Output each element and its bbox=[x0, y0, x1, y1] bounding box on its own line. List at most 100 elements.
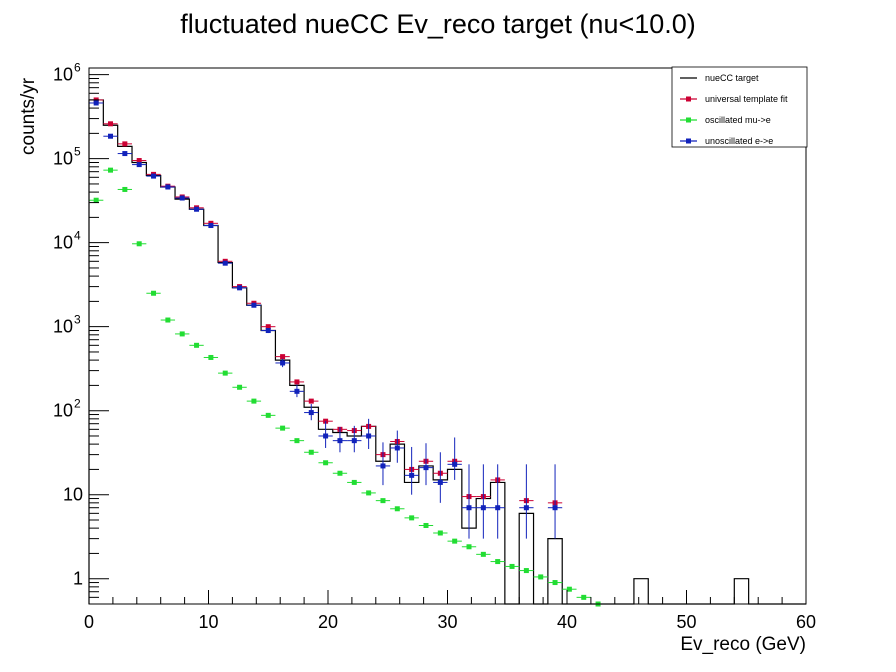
histogram-line-series-0 bbox=[88, 99, 806, 605]
x-tick-label: 50 bbox=[676, 612, 696, 632]
data-point-marker bbox=[251, 302, 257, 308]
data-point-marker bbox=[495, 505, 501, 511]
data-point-marker bbox=[280, 425, 286, 431]
data-point-marker bbox=[151, 173, 157, 179]
data-point-marker bbox=[151, 290, 157, 296]
data-point-marker bbox=[337, 470, 343, 476]
legend-label: unoscillated e->e bbox=[705, 136, 773, 146]
data-point-marker bbox=[480, 551, 486, 557]
y-tick-label: 10 bbox=[53, 317, 73, 337]
data-point-marker bbox=[280, 360, 286, 366]
data-point-marker bbox=[509, 563, 515, 569]
data-point-marker bbox=[208, 354, 214, 360]
data-point-marker bbox=[165, 317, 171, 323]
data-point-marker bbox=[251, 398, 257, 404]
data-point-marker bbox=[523, 505, 529, 511]
data-point-marker bbox=[179, 331, 185, 337]
data-point-marker bbox=[581, 594, 587, 600]
data-point-marker bbox=[351, 438, 357, 444]
data-point-marker bbox=[294, 438, 300, 444]
data-point-marker bbox=[308, 449, 314, 455]
data-point-marker bbox=[265, 324, 271, 330]
data-point-marker bbox=[480, 505, 486, 511]
data-point-marker bbox=[538, 574, 544, 580]
data-point-marker bbox=[351, 479, 357, 485]
legend-label: oscillated mu->e bbox=[705, 115, 771, 125]
data-point-marker bbox=[423, 465, 429, 471]
plot-area bbox=[88, 97, 806, 607]
x-tick-label: 0 bbox=[84, 612, 94, 632]
y-tick-label: 10 bbox=[53, 401, 73, 421]
data-point-marker bbox=[122, 141, 128, 147]
data-point-marker bbox=[237, 384, 243, 390]
data-point-marker bbox=[423, 522, 429, 528]
data-point-marker bbox=[323, 460, 329, 466]
data-point-marker bbox=[466, 544, 472, 550]
data-point-marker bbox=[552, 505, 558, 511]
legend-marker bbox=[686, 96, 691, 102]
data-point-marker bbox=[122, 186, 128, 192]
y-axis-label: counts/yr bbox=[18, 77, 39, 155]
x-tick-label: 10 bbox=[198, 612, 218, 632]
data-point-marker bbox=[294, 379, 300, 385]
data-point-marker bbox=[122, 151, 128, 157]
data-point-marker bbox=[566, 586, 572, 592]
data-point-marker bbox=[208, 223, 214, 229]
data-point-marker bbox=[380, 498, 386, 504]
x-tick-label: 60 bbox=[796, 612, 816, 632]
x-tick-label: 20 bbox=[318, 612, 338, 632]
data-point-marker bbox=[136, 162, 142, 168]
y-tick-label: 10 bbox=[53, 149, 73, 169]
data-point-marker bbox=[495, 559, 501, 565]
plot-frame bbox=[88, 67, 807, 605]
legend-label: nueCC target bbox=[705, 73, 759, 83]
data-point-marker bbox=[280, 354, 286, 360]
data-point-marker bbox=[93, 100, 99, 106]
data-point-marker bbox=[222, 260, 228, 266]
y-tick-exponent: 3 bbox=[74, 313, 81, 327]
y-tick-label: 1 bbox=[73, 569, 83, 589]
data-point-marker bbox=[222, 370, 228, 376]
data-point-marker bbox=[466, 505, 472, 511]
legend-box bbox=[671, 66, 808, 148]
data-point-marker bbox=[93, 197, 99, 203]
data-point-marker bbox=[523, 568, 529, 574]
data-point-marker bbox=[409, 472, 415, 478]
y-tick-exponent: 5 bbox=[74, 145, 81, 159]
data-point-marker bbox=[437, 530, 443, 536]
data-point-marker bbox=[452, 538, 458, 544]
x-tick-label: 40 bbox=[557, 612, 577, 632]
data-point-marker bbox=[136, 241, 142, 247]
data-point-marker bbox=[108, 133, 114, 139]
data-point-marker bbox=[194, 342, 200, 348]
data-point-marker bbox=[308, 410, 314, 416]
data-point-marker bbox=[179, 195, 185, 201]
x-tick-label: 30 bbox=[437, 612, 457, 632]
x-axis-label: Ev_reco (GeV) bbox=[680, 634, 806, 655]
data-point-marker bbox=[265, 412, 271, 418]
y-tick-exponent: 6 bbox=[74, 61, 81, 75]
data-point-marker bbox=[294, 388, 300, 394]
legend-marker bbox=[686, 138, 691, 144]
chart-title: fluctuated nueCC Ev_reco target (nu<10.0… bbox=[180, 9, 696, 39]
legend: nueCC target universal template fit oscill… bbox=[671, 66, 808, 148]
data-point-marker bbox=[194, 206, 200, 212]
y-tick-label: 10 bbox=[53, 233, 73, 253]
legend-marker bbox=[686, 117, 691, 123]
data-point-marker bbox=[409, 515, 415, 521]
y-tick-label: 10 bbox=[53, 65, 73, 85]
data-point-marker bbox=[394, 506, 400, 512]
y-tick-exponent: 4 bbox=[74, 229, 81, 243]
data-point-marker bbox=[366, 490, 372, 496]
data-point-marker bbox=[136, 158, 142, 164]
data-point-marker bbox=[237, 285, 243, 291]
data-point-marker bbox=[552, 580, 558, 586]
data-point-marker bbox=[265, 328, 271, 334]
data-point-marker bbox=[380, 463, 386, 469]
data-point-marker bbox=[394, 445, 400, 451]
legend-label: universal template fit bbox=[705, 94, 788, 104]
data-point-marker bbox=[337, 438, 343, 444]
data-point-marker bbox=[108, 167, 114, 173]
data-point-marker bbox=[165, 184, 171, 190]
